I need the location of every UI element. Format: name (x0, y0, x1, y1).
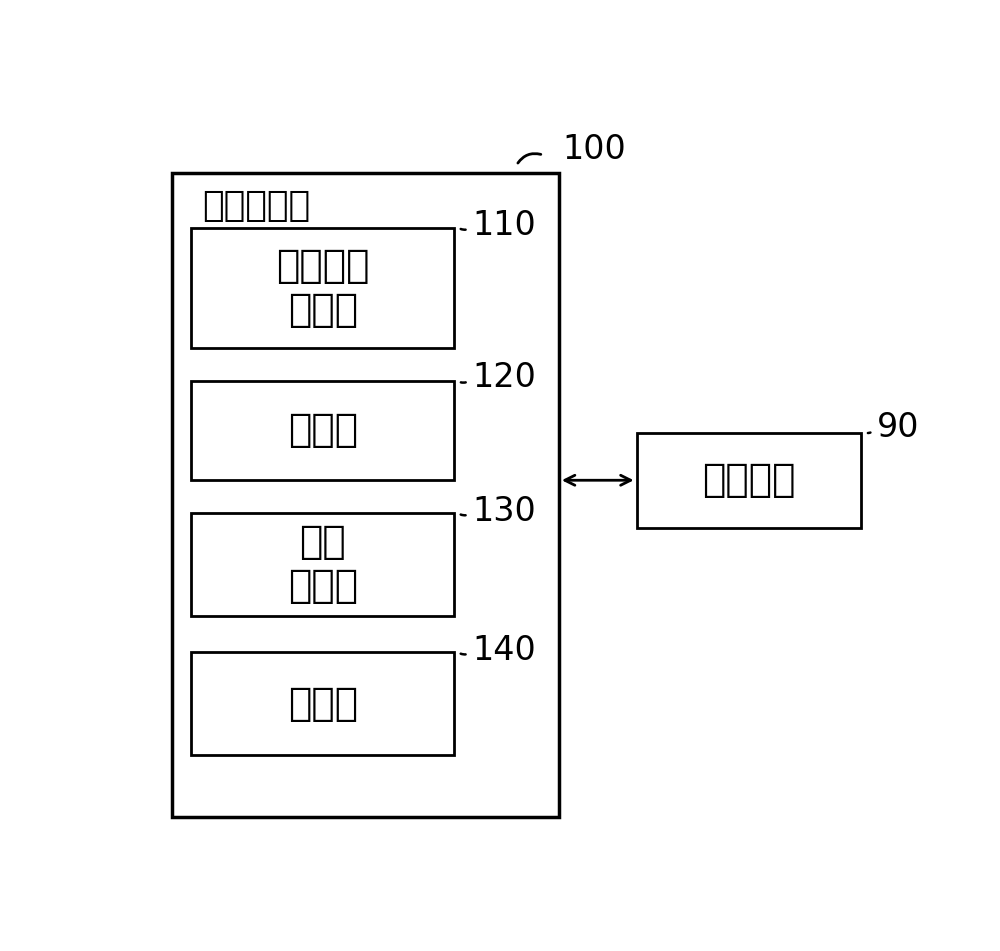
Text: 预测部: 预测部 (288, 412, 358, 450)
Text: 130: 130 (472, 495, 536, 528)
Bar (191, 652, 454, 755)
Text: 跑道信息
收集部: 跑道信息 收集部 (276, 247, 369, 329)
Text: 140: 140 (472, 633, 536, 667)
Bar (191, 381, 454, 480)
Text: 120: 120 (472, 361, 536, 395)
Text: 分发部: 分发部 (288, 685, 358, 723)
Text: 通信装置: 通信装置 (702, 461, 796, 499)
Text: 服务器装置: 服务器装置 (202, 188, 311, 223)
Bar (191, 514, 454, 615)
Bar (191, 227, 454, 348)
Text: 110: 110 (472, 209, 536, 242)
Bar (637, 433, 861, 528)
Text: 偏移
决定部: 偏移 决定部 (288, 523, 358, 606)
Text: 100: 100 (563, 133, 627, 165)
Bar (172, 173, 559, 817)
Text: 90: 90 (877, 411, 919, 444)
